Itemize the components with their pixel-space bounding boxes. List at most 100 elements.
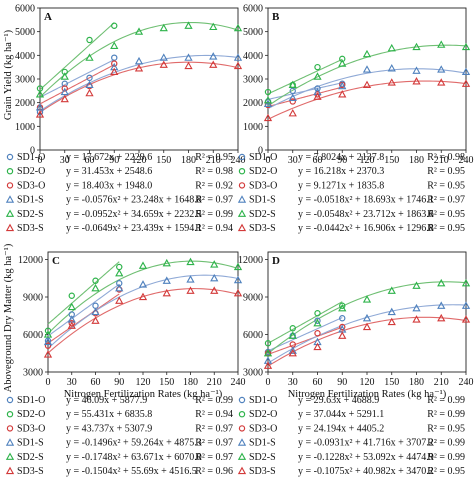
x-axis-label: Nitrogen Fertilization Rates (kg ha⁻¹) (288, 389, 447, 400)
panel-letter: C (52, 255, 60, 267)
fit-curve-SD3-S (267, 80, 467, 120)
data-point-SD2-O (44, 327, 52, 334)
legend-series-name: SD3-S (249, 466, 276, 477)
fit-curve-SD1-O (39, 59, 115, 98)
legend-r2: R² = 0.95 (427, 223, 465, 234)
legend-table: SD1-O y = 7.8024x + 2137.8 R² = 0.98 SD2-O y… (237, 152, 465, 234)
legend-equation: y = 43.737x + 5307.9 (66, 423, 152, 434)
x-tick-label: 210 (207, 377, 222, 388)
x-tick-label: 120 (132, 155, 147, 166)
legend-r2: R² = 0.94 (195, 223, 233, 234)
legend-r2: R² = 0.97 (195, 423, 233, 434)
x-tick-label: 90 (337, 377, 347, 388)
fit-curve-SD1-O (267, 317, 343, 352)
legend-series-name: SD2-S (17, 452, 44, 463)
fit-curve-SD1-S (267, 68, 467, 110)
legend-symbol (238, 167, 246, 175)
x-tick-label: 180 (181, 155, 196, 166)
y-tick-label: 12000 (18, 255, 43, 266)
data-point-SD3-S (263, 113, 273, 122)
x-tick-label: 0 (46, 377, 51, 388)
legend-series-name: SD2-S (17, 209, 44, 220)
data-point-SD3-S (184, 61, 193, 70)
data-point-SD1-S (412, 303, 421, 312)
data-point-SD1-S (288, 93, 297, 102)
panel-letter: D (272, 255, 280, 267)
x-tick-label: 240 (459, 377, 474, 388)
legend-r2: R² = 0.99 (195, 209, 233, 220)
data-point-SD3-S (67, 321, 76, 329)
data-point-SD2-S (313, 318, 322, 327)
data-point-SD3-O (339, 323, 346, 331)
data-point-SD3-O (44, 342, 52, 349)
data-point-SD2-O (111, 22, 118, 29)
data-point-SD3-S (134, 64, 144, 72)
legend-r2: R² = 0.92 (195, 180, 233, 191)
x-tick-label: 210 (434, 155, 449, 166)
legend-series-name: SD3-S (17, 223, 44, 234)
data-point-SD2-O (264, 340, 272, 347)
x-tick-label: 180 (409, 377, 424, 388)
data-point-SD1-O (339, 315, 346, 322)
y-tick-label: 6000 (15, 4, 35, 15)
legend-r2: R² = 0.95 (427, 209, 465, 220)
y-tick-label: 1000 (243, 122, 263, 133)
legend-r2: R² = 0.97 (195, 195, 233, 206)
data-point-SD2-S (85, 53, 94, 61)
data-point-SD2-S (186, 257, 195, 266)
legend-equation: y = 16.218x + 2370.3 (298, 166, 384, 177)
x-tick-label: 210 (434, 377, 449, 388)
y-tick-label: 5000 (15, 27, 35, 38)
x-tick-label: 30 (288, 377, 298, 388)
x-tick-label: 60 (313, 155, 323, 166)
data-point-SD1-S (210, 273, 219, 282)
legend-r2: R² = 0.96 (195, 466, 233, 477)
x-tick-label: 240 (231, 377, 246, 388)
x-tick-label: 150 (384, 377, 399, 388)
fit-curve-SD3-S (47, 288, 239, 354)
legend-symbol (5, 209, 15, 217)
data-point-SD2-S (412, 42, 421, 51)
legend-symbol (238, 182, 246, 189)
ylabel-top: Grain Yield (kg ha⁻¹) (3, 29, 14, 120)
legend-equation: y = -0.1228x² + 53.092x + 4474.9 (298, 452, 434, 463)
data-point-SD1-S (186, 275, 195, 283)
legend-symbol (6, 167, 14, 175)
legend-symbol (5, 466, 15, 475)
legend-equation: y = -0.0576x² + 23.248x + 1648.8 (66, 195, 202, 206)
data-point-SD2-O (314, 63, 321, 71)
legend-table: SD1-O y = 17.672x + 2229.6 R² = 0.95 SD2-O y… (5, 152, 233, 234)
legend-series-name: SD2-O (17, 409, 45, 420)
data-point-SD3-S (362, 322, 372, 331)
data-point-SD2-S (288, 80, 297, 89)
legend-series-name: SD1-S (17, 438, 44, 449)
data-point-SD3-S (209, 60, 218, 68)
x-tick-label: 30 (67, 377, 77, 388)
data-point-SD2-S (338, 303, 347, 312)
data-point-SD2-S (35, 90, 45, 98)
fit-curve-SD3-O (39, 64, 115, 105)
legend-r2: R² = 0.99 (427, 438, 465, 449)
data-point-SD3-S (387, 78, 396, 86)
fit-curve-SD2-O (267, 58, 343, 95)
panel-C: 3000 6000 9000 12000 0 30 60 90 120 150 180 210 240 C… (5, 251, 246, 477)
legend-symbol (237, 466, 247, 475)
data-point-SD2-O (339, 302, 346, 309)
data-point-SD1-S (91, 307, 100, 316)
legend-r2: R² = 0.95 (427, 180, 465, 191)
data-point-SD1-O (111, 54, 118, 61)
data-point-SD3-S (91, 316, 100, 324)
ylabel-bottom: Aboveground Dry Matter (kg ha⁻¹) (3, 243, 14, 392)
y-tick-label: 5000 (243, 27, 263, 38)
data-point-SD3-S (138, 292, 148, 301)
x-tick-label: 0 (266, 155, 271, 166)
data-point-SD2-S (461, 278, 471, 287)
x-tick-label: 120 (360, 155, 375, 166)
legend-symbol (237, 195, 247, 203)
data-point-SD3-S (85, 88, 94, 97)
data-point-SD1-S (362, 65, 372, 73)
data-point-SD2-S (387, 43, 396, 52)
data-point-SD1-S (362, 313, 372, 322)
y-tick-label: 3000 (23, 368, 43, 379)
